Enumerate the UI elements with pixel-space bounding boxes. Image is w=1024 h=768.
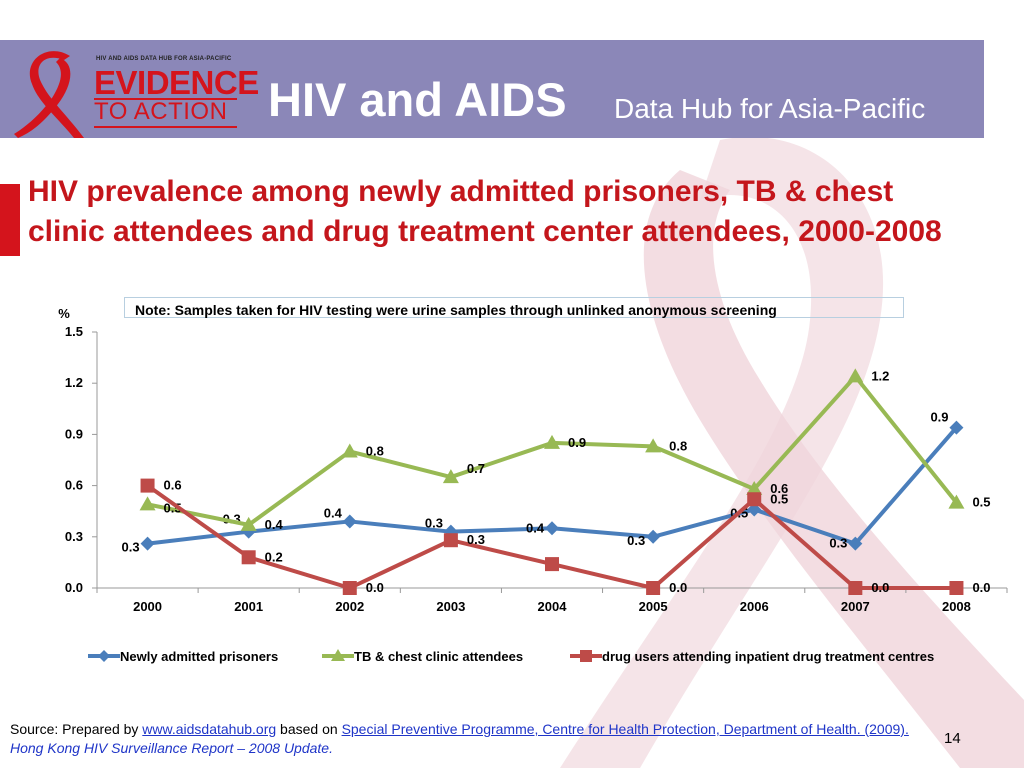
data-point: [442, 469, 459, 484]
data-point: [544, 434, 560, 449]
data-label: 0.9: [568, 435, 586, 450]
x-tick-label: 2007: [841, 599, 870, 614]
data-point: [241, 550, 256, 565]
x-tick-label: 2006: [740, 599, 769, 614]
logo-evidence-text: EVIDENCE: [94, 64, 259, 101]
logo: HIV AND AIDS DATA HUB FOR ASIA-PACIFIC E…: [14, 42, 259, 138]
data-label: 0.3: [829, 536, 847, 551]
legend-label: Newly admitted prisoners: [120, 649, 278, 664]
x-tick-label: 2004: [538, 599, 568, 614]
logo-divider: [94, 126, 237, 128]
x-tick-label: 2000: [133, 599, 162, 614]
data-point: [848, 581, 863, 595]
title-accent-bar: [0, 184, 20, 256]
line-chart: 0.0 0.3 0.6 0.9 1.2 1.5% 2000 2001 2002 2003 2004 2…: [58, 306, 1008, 664]
data-label: 0.8: [669, 438, 687, 453]
data-point: [545, 521, 559, 536]
data-point: [746, 481, 763, 496]
data-point: [342, 514, 357, 529]
data-label: 0.3: [467, 532, 485, 547]
data-point: [240, 516, 257, 531]
legend-label: TB & chest clinic attendees: [354, 649, 523, 664]
data-point: [646, 529, 661, 544]
page-number: 14: [944, 730, 961, 747]
data-point: [341, 443, 358, 458]
x-tick-label: 2003: [436, 599, 465, 614]
source-link-aidsdatahub[interactable]: www.aidsdatahub.org: [142, 721, 277, 737]
legend-label: drug users attending inpatient drug trea…: [602, 649, 934, 664]
source-citation: Source: Prepared by www.aidsdatahub.org …: [10, 720, 920, 758]
y-tick-label: 0.6: [65, 478, 83, 493]
legend-marker: [331, 649, 345, 661]
header-subtitle: Data Hub for Asia-Pacific: [614, 93, 926, 124]
data-label: 0.3: [425, 516, 443, 531]
source-report-title: Hong Kong HIV Surveillance Report – 2008…: [10, 740, 333, 756]
data-label: 0.3: [122, 540, 140, 555]
data-point: [949, 420, 964, 435]
slide-title: HIV prevalence among newly admitted pris…: [28, 175, 942, 248]
data-label: 0.6: [164, 478, 182, 493]
header-title: HIV and AIDS: [268, 73, 567, 126]
logo-divider: [94, 98, 237, 100]
y-axis-label: %: [58, 306, 70, 321]
data-label: 0.4: [324, 505, 343, 520]
data-point: [645, 438, 662, 453]
note-box: Note: Samples taken for HIV testing were…: [124, 297, 904, 318]
data-point: [847, 368, 864, 383]
y-tick-label: 1.5: [65, 324, 83, 339]
data-label: 1.2: [871, 368, 889, 383]
data-label: 0.4: [526, 520, 545, 535]
data-label: 0.0: [669, 580, 687, 595]
legend-marker: [580, 650, 592, 662]
data-point: [949, 581, 964, 595]
data-point: [545, 557, 559, 572]
data-label: 0.2: [265, 549, 283, 564]
source-prefix: Source: Prepared by: [10, 721, 143, 737]
red-ribbon-logo-icon: [14, 51, 84, 138]
header-banner: HIV AND AIDS DATA HUB FOR ASIA-PACIFIC E…: [0, 40, 984, 138]
data-label: 0.9: [930, 410, 948, 425]
y-tick-label: 0.3: [65, 529, 83, 544]
data-label: 0.8: [366, 443, 384, 458]
data-point: [848, 536, 863, 551]
x-tick-label: 2008: [942, 599, 971, 614]
data-label: 0.3: [627, 533, 645, 548]
data-label: 0.0: [871, 580, 889, 595]
data-point: [948, 494, 965, 509]
data-label: 0.5: [972, 495, 990, 510]
data-label: 0.0: [366, 580, 384, 595]
y-tick-label: 0.9: [65, 426, 83, 441]
logo-tagline: HIV AND AIDS DATA HUB FOR ASIA-PACIFIC: [96, 56, 232, 62]
legend-marker: [98, 650, 110, 662]
x-tick-label: 2001: [234, 599, 263, 614]
data-point: [443, 533, 458, 548]
data-label: 0.4: [265, 517, 284, 532]
data-label: 0.6: [770, 481, 788, 496]
y-tick-label: 0.0: [65, 580, 83, 595]
source-link-chp[interactable]: Special Preventive Programme, Centre for…: [341, 721, 909, 737]
data-point: [646, 581, 661, 595]
x-tick-label: 2005: [639, 599, 668, 614]
data-point: [140, 478, 155, 493]
data-point: [747, 492, 762, 507]
data-label: 0.5: [770, 491, 788, 506]
series-line: [147, 374, 959, 527]
data-point: [139, 496, 156, 511]
data-point: [342, 581, 357, 595]
source-mid: based on: [276, 721, 342, 737]
y-tick-label: 1.2: [65, 375, 83, 390]
logo-toaction-text: TO ACTION: [94, 98, 228, 125]
data-point: [140, 536, 155, 551]
data-label: 0.7: [467, 461, 485, 476]
data-label: 0.0: [972, 580, 990, 595]
x-tick-label: 2002: [335, 599, 364, 614]
